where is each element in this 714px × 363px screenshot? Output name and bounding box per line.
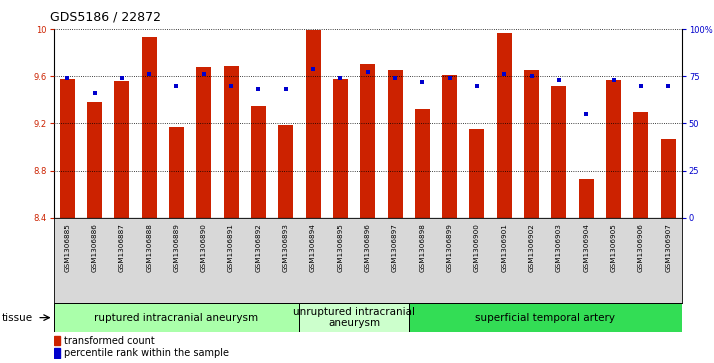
Point — [498, 72, 510, 77]
Bar — [333, 78, 348, 218]
Text: transformed count: transformed count — [64, 335, 155, 346]
Point — [417, 79, 428, 85]
Bar — [278, 125, 293, 218]
Bar — [524, 70, 539, 218]
Point — [608, 77, 619, 83]
Point — [663, 83, 674, 89]
Text: GSM1306906: GSM1306906 — [638, 223, 644, 272]
Bar — [196, 67, 211, 218]
Text: GSM1306892: GSM1306892 — [256, 223, 261, 272]
Bar — [497, 33, 512, 218]
Point — [307, 66, 318, 72]
Text: GSM1306890: GSM1306890 — [201, 223, 207, 272]
Point — [580, 111, 592, 117]
Point — [89, 90, 100, 96]
Text: unruptured intracranial
aneurysm: unruptured intracranial aneurysm — [293, 307, 415, 329]
Point — [635, 83, 647, 89]
Text: GSM1306902: GSM1306902 — [528, 223, 535, 272]
Point — [389, 75, 401, 81]
Bar — [408, 303, 682, 332]
Point — [444, 75, 456, 81]
Bar — [579, 179, 594, 218]
Text: GSM1306899: GSM1306899 — [447, 223, 453, 272]
Text: GSM1306903: GSM1306903 — [556, 223, 562, 272]
Bar — [360, 64, 376, 218]
Bar — [54, 348, 61, 358]
Text: GSM1306904: GSM1306904 — [583, 223, 589, 272]
Point — [526, 73, 538, 79]
Point — [226, 83, 237, 89]
Text: GSM1306897: GSM1306897 — [392, 223, 398, 272]
Text: GSM1306907: GSM1306907 — [665, 223, 671, 272]
Bar — [54, 336, 61, 346]
Point — [280, 86, 291, 92]
Bar — [141, 37, 156, 218]
Point — [198, 72, 209, 77]
Text: GSM1306894: GSM1306894 — [310, 223, 316, 272]
Text: GSM1306887: GSM1306887 — [119, 223, 125, 272]
Text: GSM1306900: GSM1306900 — [474, 223, 480, 272]
Bar — [223, 66, 238, 218]
Text: GSM1306885: GSM1306885 — [64, 223, 70, 272]
Text: GSM1306889: GSM1306889 — [174, 223, 179, 272]
Point — [362, 70, 373, 76]
Text: GSM1306896: GSM1306896 — [365, 223, 371, 272]
Bar — [306, 30, 321, 218]
Point — [471, 83, 483, 89]
Point — [61, 75, 73, 81]
Bar — [442, 75, 457, 218]
Point — [553, 77, 565, 83]
Text: GSM1306891: GSM1306891 — [228, 223, 234, 272]
Bar — [415, 109, 430, 218]
Bar — [60, 78, 75, 218]
Text: GSM1306888: GSM1306888 — [146, 223, 152, 272]
Bar — [551, 86, 566, 218]
Text: GSM1306893: GSM1306893 — [283, 223, 288, 272]
Text: GSM1306901: GSM1306901 — [501, 223, 508, 272]
Bar — [470, 129, 485, 218]
Text: GSM1306898: GSM1306898 — [419, 223, 426, 272]
Text: percentile rank within the sample: percentile rank within the sample — [64, 348, 229, 358]
Bar — [606, 80, 621, 218]
Bar — [169, 127, 184, 218]
Text: ruptured intracranial aneurysm: ruptured intracranial aneurysm — [94, 313, 258, 323]
Text: GSM1306886: GSM1306886 — [91, 223, 98, 272]
Point — [335, 75, 346, 81]
Bar — [660, 139, 675, 218]
Point — [253, 86, 264, 92]
Text: tissue: tissue — [1, 313, 33, 323]
Bar — [388, 70, 403, 218]
Bar — [251, 106, 266, 218]
Point — [144, 72, 155, 77]
Bar — [633, 111, 648, 218]
Point — [171, 83, 182, 89]
Text: GSM1306895: GSM1306895 — [338, 223, 343, 272]
Bar — [54, 303, 299, 332]
Bar — [114, 81, 129, 218]
Bar — [299, 303, 408, 332]
Bar — [87, 102, 102, 218]
Text: superficial temporal artery: superficial temporal artery — [476, 313, 615, 323]
Text: GDS5186 / 22872: GDS5186 / 22872 — [50, 11, 161, 24]
Point — [116, 75, 128, 81]
Text: GSM1306905: GSM1306905 — [610, 223, 617, 272]
